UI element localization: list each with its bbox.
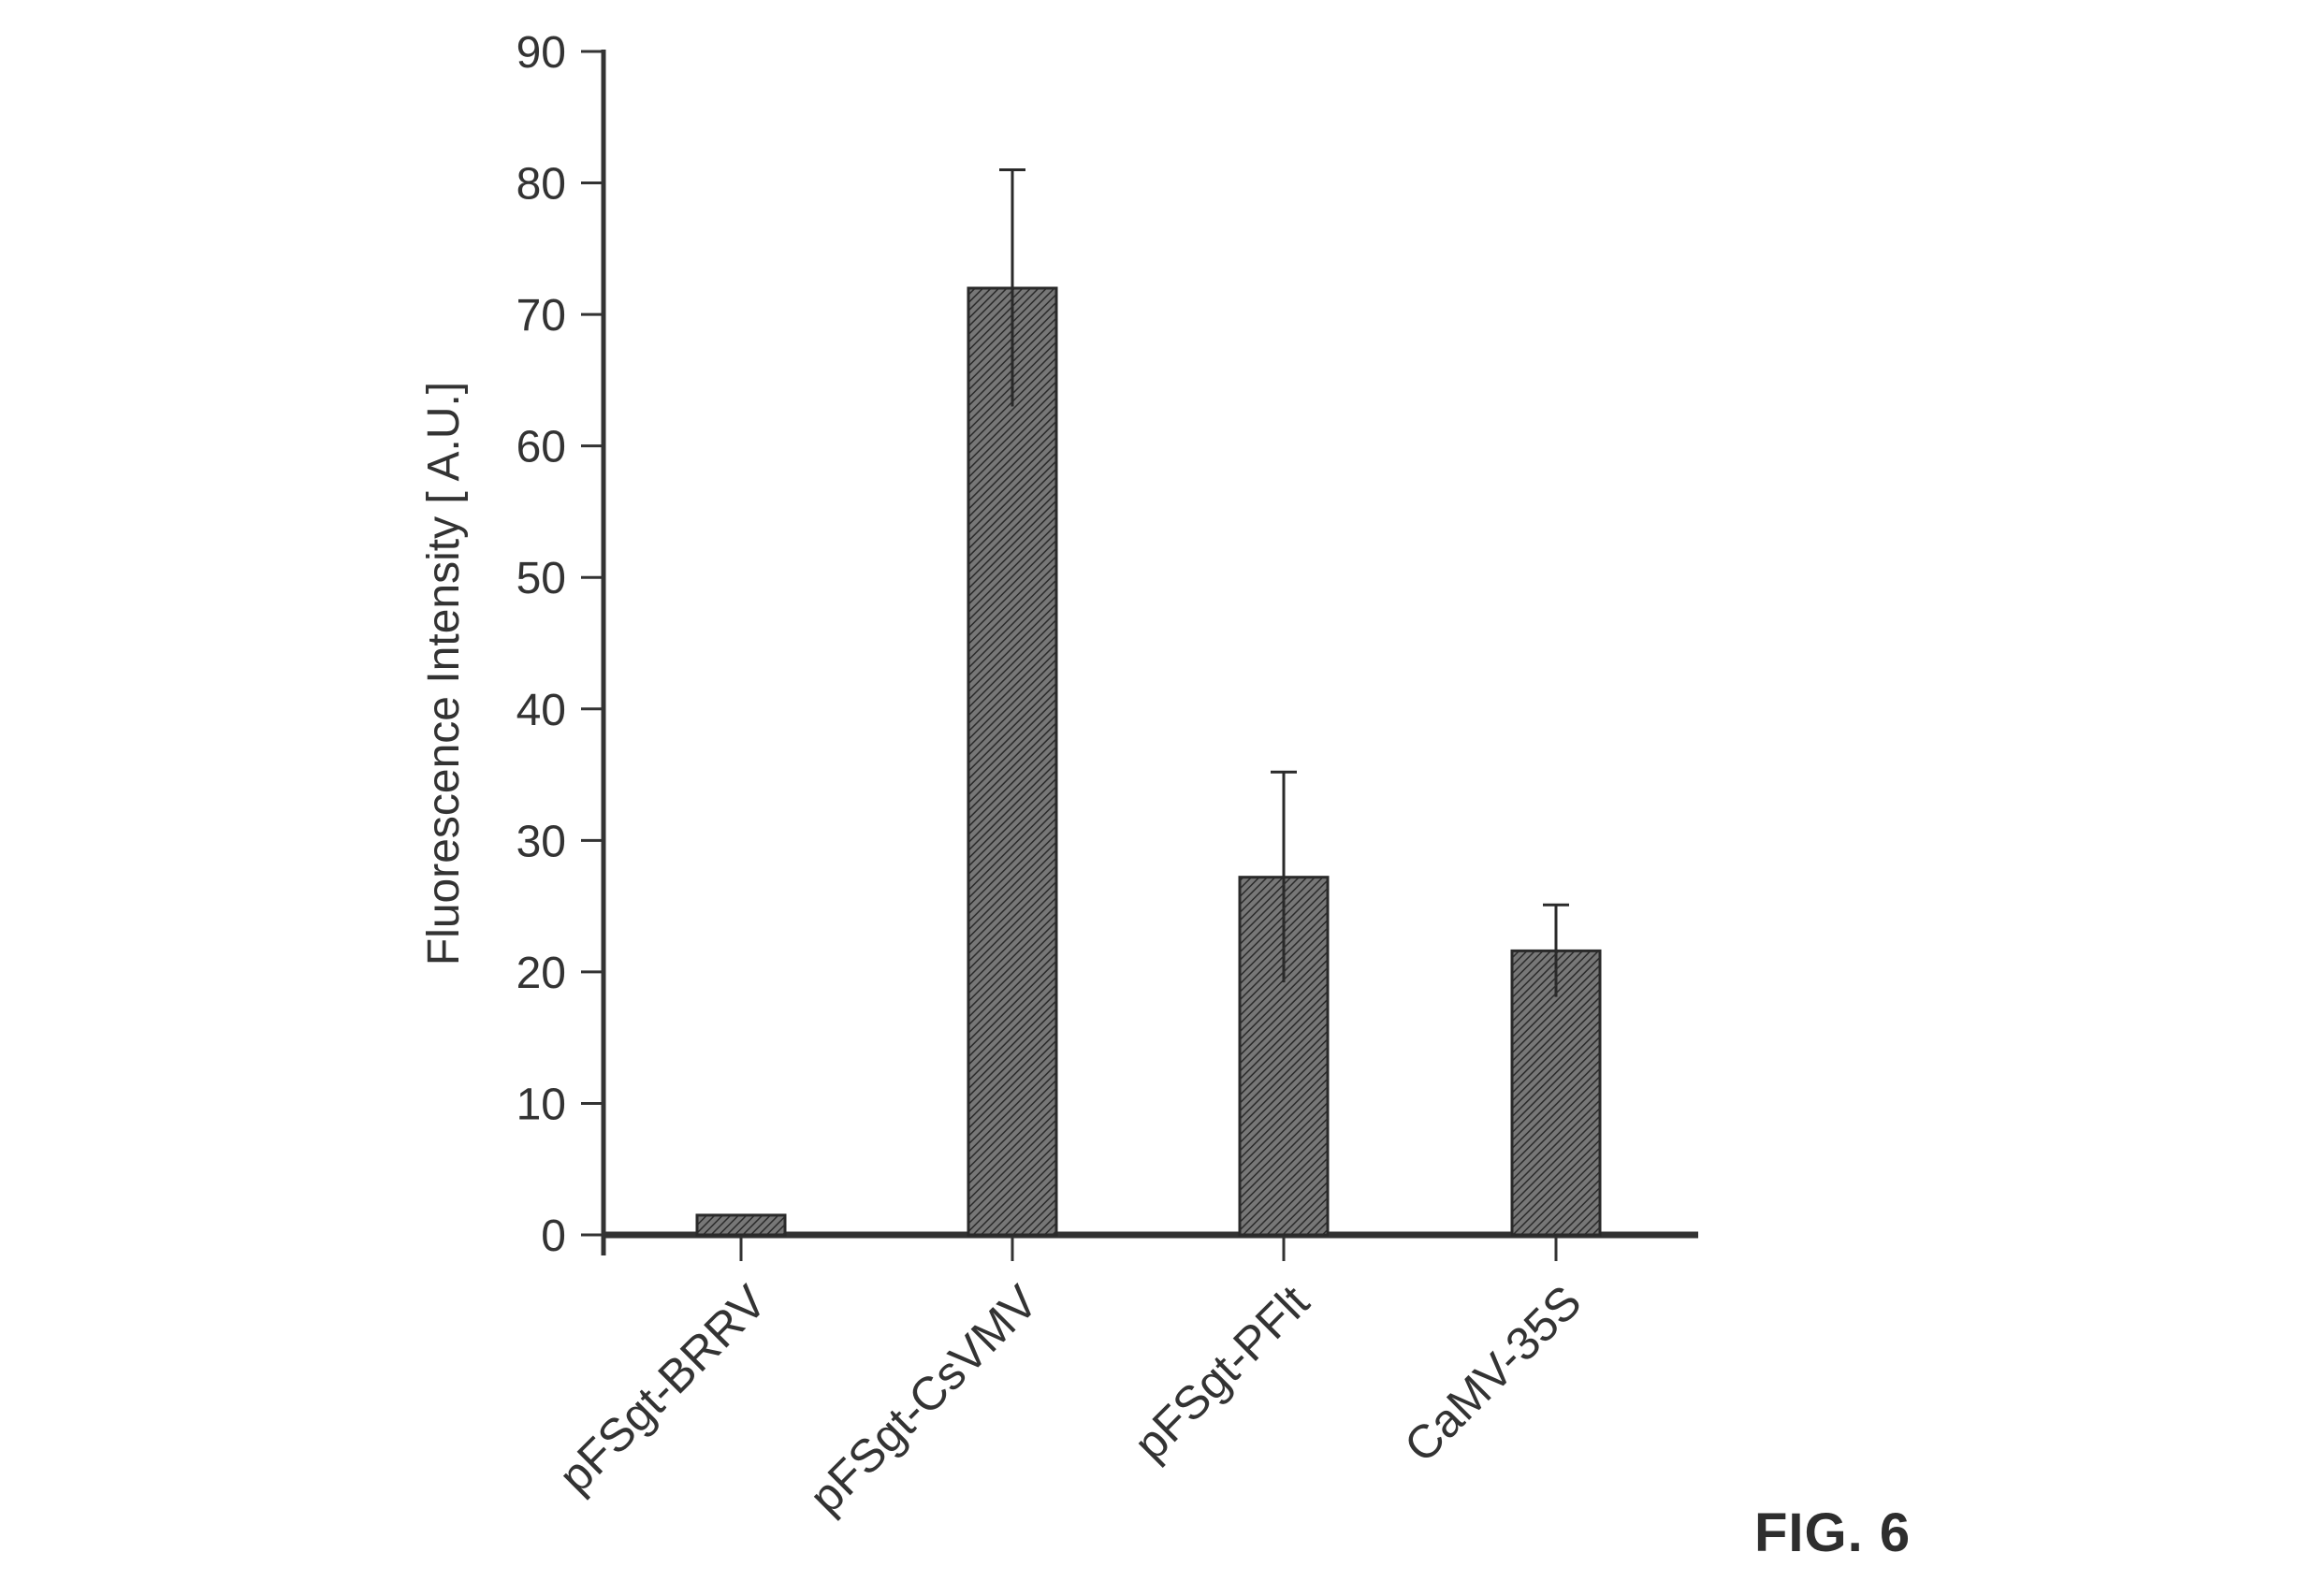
bar: [1238, 876, 1330, 1237]
y-tick-label: 80: [516, 160, 566, 210]
error-bars: [999, 168, 1569, 997]
y-tick-label: 40: [516, 686, 566, 735]
y-tick-label: 20: [516, 949, 566, 998]
y-tick-label: 90: [516, 28, 566, 78]
y-tick-label: 10: [516, 1080, 566, 1129]
bar: [967, 286, 1058, 1237]
x-tick-label: CaMV-35S: [1394, 1275, 1592, 1473]
figure-label: FIG. 6: [1754, 1502, 1912, 1563]
y-axis: 0 10 20 30 40 50 60 70 80 90: [516, 28, 606, 1261]
bar: [1510, 949, 1602, 1237]
bars: [695, 286, 1602, 1237]
x-axis: [603, 1231, 1698, 1261]
y-tick-label: 60: [516, 423, 566, 472]
y-tick-label: 50: [516, 554, 566, 603]
bar: [695, 1213, 787, 1237]
x-tick-label: pFSgt-CsVMV: [799, 1275, 1048, 1524]
y-tick-label: 0: [541, 1212, 566, 1261]
x-tick-labels: pFSgt-BRRV pFSgt-CsVMV pFSgt-PFlt CaMV-35S: [548, 1275, 1591, 1524]
y-axis-label: Fluorescence Intensity [ A.U.]: [419, 382, 469, 965]
x-tick-label: pFSgt-BRRV: [548, 1275, 777, 1503]
y-tick-label: 30: [516, 817, 566, 866]
y-tick-label: 70: [516, 291, 566, 341]
x-tick-label: pFSgt-PFlt: [1124, 1275, 1319, 1471]
